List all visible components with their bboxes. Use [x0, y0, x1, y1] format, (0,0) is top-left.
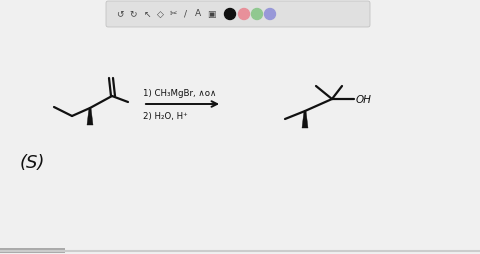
Circle shape	[252, 8, 263, 20]
Text: ◇: ◇	[156, 9, 163, 19]
Text: ↺: ↺	[116, 9, 124, 19]
FancyBboxPatch shape	[106, 1, 370, 27]
Text: ▣: ▣	[207, 9, 215, 19]
Text: ✂: ✂	[169, 9, 177, 19]
Text: OH: OH	[356, 95, 372, 105]
Polygon shape	[302, 111, 308, 128]
Text: (S): (S)	[20, 154, 46, 172]
Text: A: A	[195, 9, 201, 19]
Circle shape	[225, 8, 236, 20]
Text: /: /	[184, 9, 188, 19]
Text: 1) CH₃MgBr, ∧o∧: 1) CH₃MgBr, ∧o∧	[143, 88, 216, 98]
Text: ↖: ↖	[143, 9, 151, 19]
Text: ↻: ↻	[129, 9, 137, 19]
Circle shape	[264, 8, 276, 20]
Polygon shape	[87, 108, 93, 125]
Circle shape	[239, 8, 250, 20]
Bar	[0, 248, 65, 253]
Text: 2) H₂O, H⁺: 2) H₂O, H⁺	[143, 113, 188, 121]
